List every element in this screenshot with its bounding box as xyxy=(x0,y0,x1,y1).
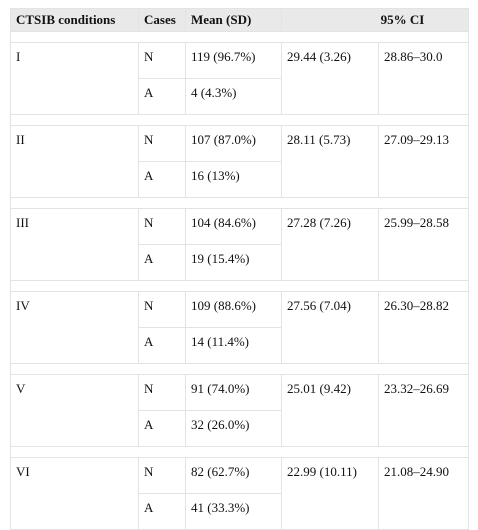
results-table-container: CTSIB conditions Cases Mean (SD) 95% CI … xyxy=(9,8,470,530)
group-spacer-row xyxy=(9,197,470,209)
ci-cell: 21.08–24.90 xyxy=(377,457,470,530)
count-cell: 19 (15.4%) xyxy=(185,244,282,281)
case-cell: N xyxy=(138,374,186,411)
condition-cell: VI xyxy=(10,457,139,530)
count-cell: 16 (13%) xyxy=(185,161,282,198)
table-row: V N 91 (74.0%) 25.01 (9.42) 23.32–26.69 xyxy=(10,374,470,447)
count-cell: 104 (84.6%) xyxy=(185,208,282,245)
condition-cell: III xyxy=(10,208,139,281)
group-spacer-row xyxy=(9,280,470,292)
condition-cell: I xyxy=(10,42,139,115)
count-cell: 41 (33.3%) xyxy=(185,493,282,530)
case-cell: N xyxy=(138,457,186,494)
case-cell: A xyxy=(138,244,186,281)
case-cell: A xyxy=(138,78,186,115)
group-spacer-row xyxy=(9,31,470,43)
spacer-cell xyxy=(9,114,470,126)
header-mean: Mean (SD) xyxy=(185,8,282,32)
spacer-cell xyxy=(9,31,470,43)
ci-cell: 26.30–28.82 xyxy=(377,291,470,364)
mean-sd-cell: 28.11 (5.73) xyxy=(281,125,379,198)
case-cell: A xyxy=(138,493,186,530)
count-cell: 91 (74.0%) xyxy=(185,374,282,411)
header-ci: 95% CI xyxy=(280,8,470,32)
ci-cell: 23.32–26.69 xyxy=(377,374,470,447)
ci-cell: 28.86–30.0 xyxy=(377,42,470,115)
table-row: A 16 (13%) xyxy=(11,161,469,198)
count-cell: 4 (4.3%) xyxy=(185,78,282,115)
group-spacer-row xyxy=(9,446,470,458)
group-spacer-row xyxy=(9,114,470,126)
spacer-cell xyxy=(9,280,470,292)
table-row: IV N 109 (88.6%) 27.56 (7.04) 26.30–28.82 xyxy=(10,291,470,364)
spacer-cell xyxy=(9,446,470,458)
mean-sd-cell: 25.01 (9.42) xyxy=(281,374,379,447)
table-header-row: CTSIB conditions Cases Mean (SD) 95% CI xyxy=(10,8,470,32)
spacer-cell xyxy=(9,197,470,209)
condition-cell: IV xyxy=(10,291,139,364)
condition-cell: II xyxy=(10,125,139,198)
mean-sd-cell: 27.56 (7.04) xyxy=(281,291,379,364)
count-cell: 109 (88.6%) xyxy=(185,291,282,328)
condition-cell: V xyxy=(10,374,139,447)
ci-cell: 25.99–28.58 xyxy=(377,208,470,281)
table-row: A 19 (15.4%) xyxy=(11,244,469,281)
table-row: A 14 (11.4%) xyxy=(11,327,469,364)
count-cell: 14 (11.4%) xyxy=(185,327,282,364)
group-spacer-row xyxy=(9,363,470,375)
table-body: I N 119 (96.7%) 29.44 (3.26) 28.86–30.0 A 4 (4… xyxy=(9,31,470,530)
header-condition: CTSIB conditions xyxy=(10,8,139,32)
case-cell: N xyxy=(138,208,186,245)
count-cell: 32 (26.0%) xyxy=(185,410,282,447)
count-cell: 119 (96.7%) xyxy=(185,42,282,79)
case-cell: N xyxy=(138,125,186,162)
mean-sd-cell: 22.99 (10.11) xyxy=(281,457,379,530)
ctsib-results-table: CTSIB conditions Cases Mean (SD) 95% CI … xyxy=(9,8,470,530)
table-row: III N 104 (84.6%) 27.28 (7.26) 25.99–28.58 xyxy=(10,208,470,281)
case-cell: A xyxy=(138,327,186,364)
table-row: A 32 (26.0%) xyxy=(11,410,469,447)
case-cell: N xyxy=(138,42,186,79)
spacer-cell xyxy=(9,363,470,375)
ci-cell: 27.09–29.13 xyxy=(377,125,470,198)
mean-sd-cell: 29.44 (3.26) xyxy=(281,42,379,115)
table-row: I N 119 (96.7%) 29.44 (3.26) 28.86–30.0 xyxy=(10,42,470,115)
count-cell: 82 (62.7%) xyxy=(185,457,282,494)
case-cell: A xyxy=(138,161,186,198)
header-cases: Cases xyxy=(138,8,186,32)
case-cell: A xyxy=(138,410,186,447)
table-row: VI N 82 (62.7%) 22.99 (10.11) 21.08–24.90 xyxy=(10,457,470,530)
case-cell: N xyxy=(138,291,186,328)
count-cell: 107 (87.0%) xyxy=(185,125,282,162)
mean-sd-cell: 27.28 (7.26) xyxy=(281,208,379,281)
table-row: II N 107 (87.0%) 28.11 (5.73) 27.09–29.13 xyxy=(10,125,470,198)
